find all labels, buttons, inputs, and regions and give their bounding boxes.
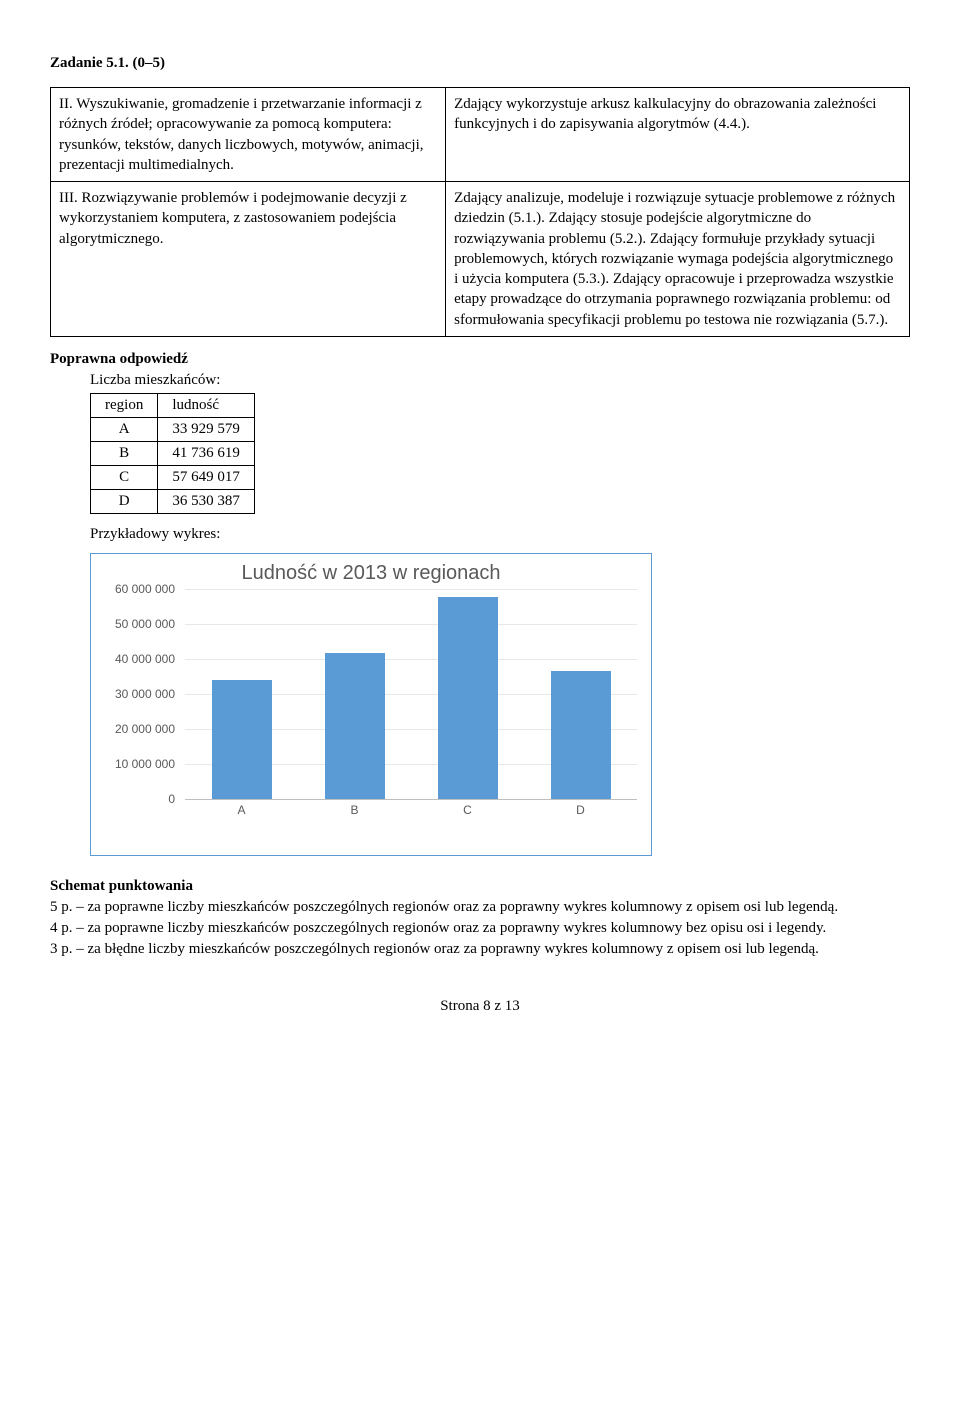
answer-heading: Poprawna odpowiedź [50,351,910,368]
bar [551,671,611,799]
y-axis: 0 10 000 000 20 000 000 30 000 000 40 00… [101,589,181,799]
x-label: B [325,803,385,817]
cell-region: B [91,441,158,465]
x-axis: A B C D [185,803,637,817]
requirements-table: II. Wyszukiwanie, gromadzenie i przetwar… [50,87,910,337]
cell-r2-right: Zdający analizuje, modeluje i rozwiązuje… [446,182,910,337]
cell-r1-right: Zdający wykorzystuje arkusz kalkulacyjny… [446,88,910,182]
th-ludnosc: ludność [158,393,255,417]
chart-container: Ludność w 2013 w regionach 0 10 000 000 … [90,553,652,856]
scoring-4p: 4 p. – za poprawne liczby mieszkańców po… [50,920,910,937]
th-region: region [91,393,158,417]
cell-value: 57 649 017 [158,465,255,489]
plot-area [185,589,637,800]
table-row: B 41 736 619 [91,441,255,465]
y-tick: 0 [101,792,175,806]
page-footer: Strona 8 z 13 [50,998,910,1015]
bar [212,680,272,799]
cell-region: C [91,465,158,489]
bar-chart: 0 10 000 000 20 000 000 30 000 000 40 00… [101,589,641,839]
cell-r2-left: III. Rozwiązywanie problemów i podejmowa… [51,182,446,337]
chart-title: Ludność w 2013 w regionach [91,554,651,589]
y-tick: 50 000 000 [101,617,175,631]
table-row: D 36 530 387 [91,489,255,513]
table-row: C 57 649 017 [91,465,255,489]
cell-value: 36 530 387 [158,489,255,513]
bars [185,589,637,799]
y-tick: 20 000 000 [101,722,175,736]
answer-sub: Liczba mieszkańców: [90,372,910,389]
bar [438,597,498,799]
bar [325,653,385,799]
chart-label: Przykładowy wykres: [90,526,910,543]
scoring-3p: 3 p. – za błędne liczby mieszkańców posz… [50,941,910,958]
cell-region: A [91,417,158,441]
task-title: Zadanie 5.1. (0–5) [50,55,910,72]
population-table: region ludność A 33 929 579 B 41 736 619… [90,393,255,514]
x-label: D [551,803,611,817]
x-label: C [438,803,498,817]
cell-r1-left: II. Wyszukiwanie, gromadzenie i przetwar… [51,88,446,182]
y-tick: 40 000 000 [101,652,175,666]
cell-value: 41 736 619 [158,441,255,465]
x-label: A [212,803,272,817]
y-tick: 60 000 000 [101,582,175,596]
table-row: A 33 929 579 [91,417,255,441]
scoring-5p: 5 p. – za poprawne liczby mieszkańców po… [50,899,910,916]
y-tick: 30 000 000 [101,687,175,701]
cell-value: 33 929 579 [158,417,255,441]
y-tick: 10 000 000 [101,757,175,771]
cell-region: D [91,489,158,513]
scoring-heading: Schemat punktowania [50,878,910,895]
scoring-block: 5 p. – za poprawne liczby mieszkańców po… [50,899,910,958]
